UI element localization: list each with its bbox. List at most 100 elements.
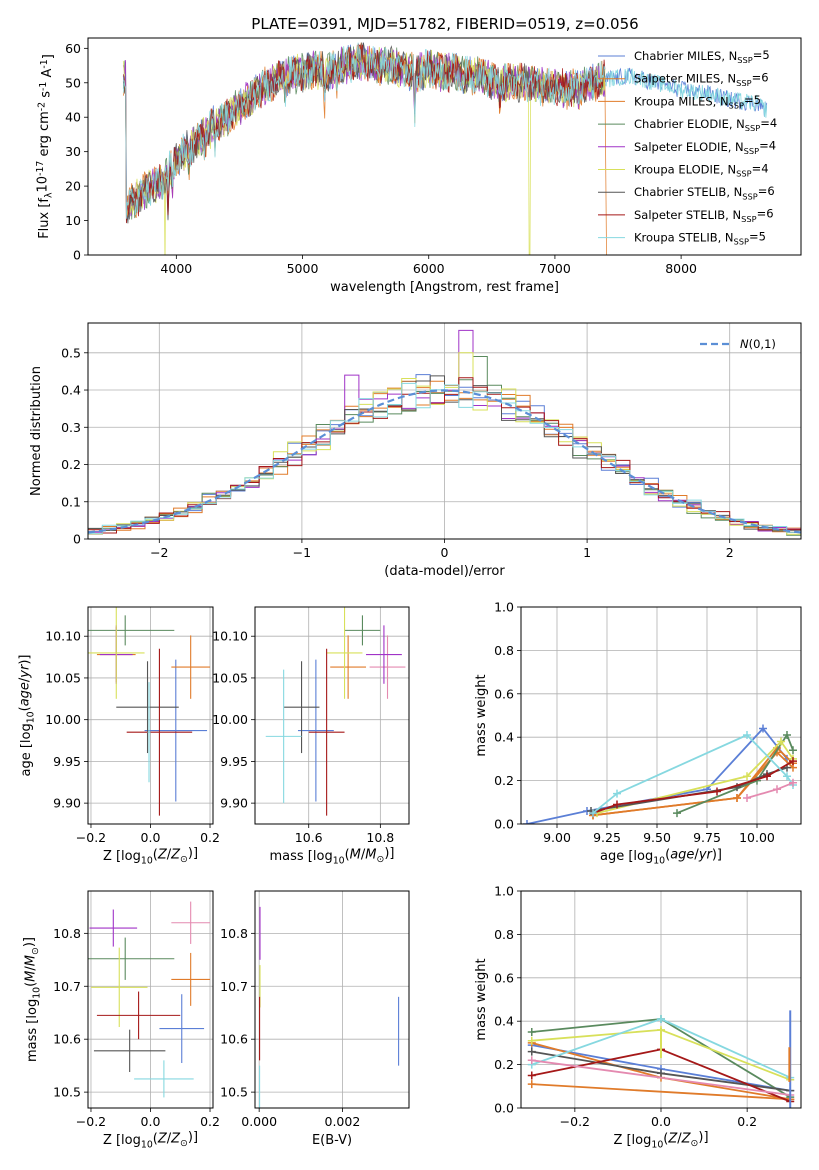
series-marker bbox=[743, 731, 751, 740]
y-tick-label: 0.2 bbox=[494, 773, 514, 788]
series-marker bbox=[783, 731, 791, 740]
y-tick-label: 0.0 bbox=[494, 1101, 514, 1116]
y-tick-label: 9.90 bbox=[53, 796, 81, 811]
x-tick-label: 9.75 bbox=[693, 830, 721, 845]
series-line bbox=[676, 733, 794, 814]
y-tick-label: 10.00 bbox=[45, 712, 81, 727]
errorbar-point bbox=[88, 615, 175, 646]
y-tick-label: 0.4 bbox=[494, 1014, 514, 1029]
errorbar-point bbox=[369, 635, 406, 699]
errorbar-point bbox=[297, 659, 334, 802]
spectrum-line bbox=[122, 42, 606, 219]
series-line bbox=[596, 740, 794, 814]
panel-weight-vs-age: 9.00 9.25 9.50 9.75 10.00 0.0 0.2 0.4 0.6 0.8 1.0 a… bbox=[474, 600, 802, 867]
y-tick-label: 0.8 bbox=[494, 927, 514, 942]
errorbar-point bbox=[326, 607, 363, 699]
x-tick-label: −0.2 bbox=[76, 1114, 106, 1129]
x-tick-label: 4000 bbox=[160, 261, 192, 276]
errorbar-point bbox=[96, 991, 181, 1040]
grid bbox=[255, 891, 409, 1108]
y-tick-label: 10.05 bbox=[45, 670, 81, 685]
axes-frame bbox=[254, 606, 410, 825]
y-tick-label: 1.0 bbox=[494, 600, 514, 615]
x-tick-label: 2 bbox=[726, 545, 734, 560]
grid bbox=[88, 607, 213, 824]
x-tick-label: −0.2 bbox=[76, 830, 106, 845]
x-tick-label: 0 bbox=[441, 545, 449, 560]
y-tick-label: 10.5 bbox=[220, 1085, 248, 1100]
errorbar-point bbox=[144, 659, 208, 802]
errorbar-point bbox=[283, 661, 320, 754]
series-marker bbox=[613, 789, 621, 798]
x-axis-label: wavelength [Angstrom, rest frame] bbox=[330, 280, 559, 295]
y-tick-label: 0.0 bbox=[494, 817, 514, 832]
x-tick-label: 10.6 bbox=[295, 830, 323, 845]
legend-label: Kroupa ELODIE, NSSP=4 bbox=[634, 161, 769, 178]
series-marker bbox=[763, 772, 771, 781]
errorbar-point bbox=[89, 909, 138, 947]
y-tick-label: 0.8 bbox=[494, 643, 514, 658]
errorbar-point bbox=[159, 994, 205, 1064]
y-tick-label: 0 bbox=[73, 248, 81, 263]
y-axis-label: mass weight bbox=[474, 958, 489, 1040]
axes-frame bbox=[87, 322, 802, 540]
axes-frame bbox=[87, 37, 802, 256]
errorbar-point bbox=[116, 661, 179, 754]
x-axis-label: (data-model)/error bbox=[384, 564, 505, 579]
series-marker bbox=[789, 757, 797, 766]
series-marker bbox=[613, 800, 621, 809]
plot-area bbox=[88, 329, 801, 539]
axes-frame bbox=[520, 890, 802, 1109]
x-tick-label: 8000 bbox=[665, 261, 697, 276]
panel-weight-vs-Z: −0.2 0.0 0.2 0.0 0.2 0.4 0.6 0.8 1.0 Z [log10(Z/Z… bbox=[474, 884, 802, 1151]
panel-mass-vs-Z: −0.2 0.0 0.2 10.5 10.6 10.7 10.8 Z [log10(Z/Z⊙)… bbox=[22, 890, 220, 1151]
y-tick-label: 10.05 bbox=[212, 670, 248, 685]
x-tick-label: 0.2 bbox=[200, 1114, 220, 1129]
legend-label: Kroupa STELIB, NSSP=5 bbox=[634, 229, 766, 246]
series-marker bbox=[527, 1047, 536, 1056]
series-marker bbox=[589, 809, 597, 818]
y-tick-label: 9.95 bbox=[220, 754, 248, 769]
y-tick-label: 0.6 bbox=[494, 970, 514, 985]
x-tick-label: 9.25 bbox=[593, 830, 621, 845]
legend-label: Salpeter ELODIE, NSSP=4 bbox=[634, 139, 776, 156]
y-tick-label: 9.95 bbox=[53, 754, 81, 769]
errorbar-point bbox=[171, 952, 211, 1006]
series-marker bbox=[789, 746, 797, 755]
plot-area bbox=[88, 607, 211, 816]
y-tick-label: 9.90 bbox=[220, 796, 248, 811]
y-tick-label: 10.7 bbox=[53, 979, 81, 994]
series-marker bbox=[657, 1015, 665, 1024]
y-axis-label: mass [log10(M/M⊙)] bbox=[22, 937, 42, 1062]
x-tick-label: 10.8 bbox=[366, 830, 394, 845]
y-tick-label: 0.4 bbox=[494, 730, 514, 745]
series-marker bbox=[527, 1080, 536, 1089]
errorbar-point bbox=[134, 1060, 194, 1098]
panel-mass-vs-EBV: 0.000 0.002 10.5 10.6 10.7 10.8 E(B-V) bbox=[220, 890, 410, 1148]
grid bbox=[88, 891, 213, 1108]
y-tick-label: 1.0 bbox=[494, 884, 514, 899]
x-tick-label: 10.00 bbox=[739, 830, 775, 845]
legend-label: Chabrier MILES, NSSP=5 bbox=[634, 48, 770, 65]
x-tick-label: 5000 bbox=[287, 261, 319, 276]
y-axis-label: Normed distribution bbox=[29, 366, 44, 496]
errorbar-point bbox=[265, 669, 302, 804]
y-tick-label: 30 bbox=[65, 144, 81, 159]
errorbar-point bbox=[147, 682, 151, 783]
plot-area bbox=[527, 1010, 795, 1108]
axes-frame bbox=[520, 606, 802, 825]
panel-age-vs-Z: −0.2 0.0 0.2 9.90 9.95 10.00 10.05 10.10 Z [log1… bbox=[18, 606, 220, 867]
spectrum-legend: Chabrier MILES, NSSP=5 Salpeter MILES, NS… bbox=[598, 48, 777, 247]
y-tick-label: 40 bbox=[65, 110, 81, 125]
y-tick-label: 0.2 bbox=[494, 1057, 514, 1072]
series-marker bbox=[733, 793, 741, 802]
series-marker bbox=[713, 787, 721, 796]
errorbar-point bbox=[88, 937, 175, 980]
errorbar-point bbox=[366, 625, 402, 684]
series-marker bbox=[773, 785, 781, 794]
x-tick-label: 0.2 bbox=[200, 830, 220, 845]
errorbar-point bbox=[126, 648, 193, 816]
series-marker bbox=[743, 793, 751, 802]
errorbar-point bbox=[90, 947, 148, 1028]
x-tick-label: 0.0 bbox=[651, 1114, 671, 1129]
